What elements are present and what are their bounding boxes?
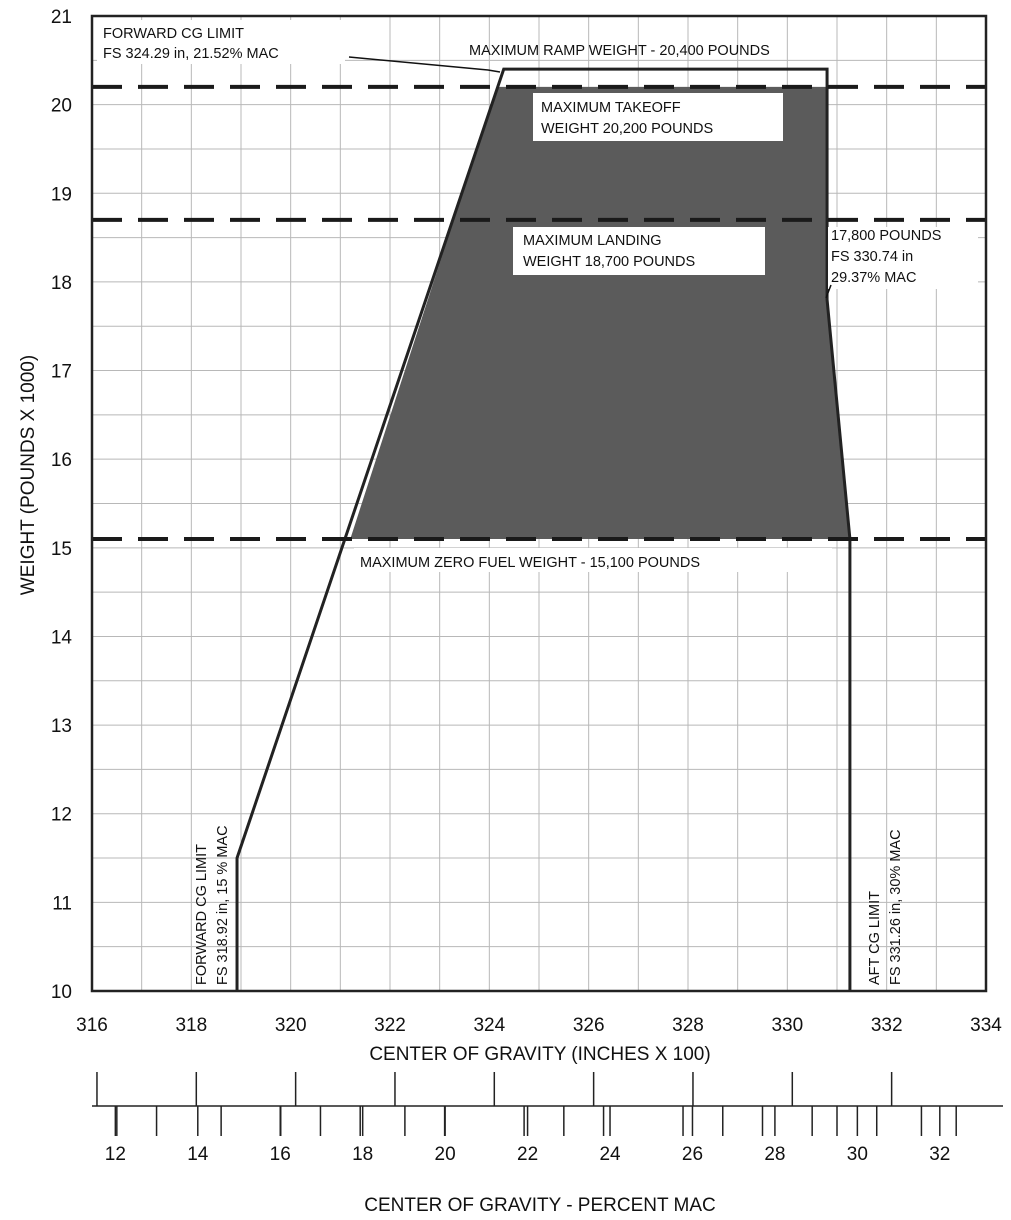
fwd-cg-top-leader xyxy=(348,56,501,73)
mac-tick-label: 18 xyxy=(352,1144,373,1165)
mac-tick-label: 32 xyxy=(929,1144,950,1165)
y-tick-label: 11 xyxy=(52,893,72,914)
landing-label-line2: WEIGHT 18,700 POUNDS xyxy=(523,254,695,270)
x-tick-label: 328 xyxy=(672,1015,704,1036)
break-point-label-line1: 17,800 POUNDS xyxy=(831,228,941,244)
x-tick-label: 334 xyxy=(970,1015,1002,1036)
y-tick-label: 17 xyxy=(51,362,72,383)
takeoff-label-box xyxy=(533,93,783,141)
y-tick-label: 15 xyxy=(51,539,72,560)
y-tick-label: 21 xyxy=(51,7,72,28)
x-tick-label: 332 xyxy=(871,1015,903,1036)
ramp-weight-label: MAXIMUM RAMP WEIGHT - 20,400 POUNDS xyxy=(469,43,770,59)
annotations: FORWARD CG LIMIT FS 324.29 in, 21.52% MA… xyxy=(97,20,978,985)
x-tick-labels: 316 318 320 322 324 326 328 330 332 334 xyxy=(76,1015,1002,1036)
shaded-region xyxy=(350,86,850,539)
y-tick-label: 13 xyxy=(51,716,72,737)
x-tick-label: 320 xyxy=(275,1015,307,1036)
y-tick-label: 12 xyxy=(51,805,72,826)
y-tick-label: 14 xyxy=(51,627,73,648)
shaded-area-polygon xyxy=(350,86,850,539)
plot-frame xyxy=(90,14,988,993)
x-tick-label: 330 xyxy=(771,1015,803,1036)
fwd-cg-bottom-label-line1: FORWARD CG LIMIT xyxy=(194,844,210,985)
landing-label-box xyxy=(513,227,765,275)
x-tick-label: 326 xyxy=(573,1015,605,1036)
mac-tick-label: 24 xyxy=(599,1144,621,1165)
fwd-cg-top-label-line1: FORWARD CG LIMIT xyxy=(103,26,244,42)
mac-tick-label: 28 xyxy=(764,1144,785,1165)
y-tick-label: 20 xyxy=(51,96,72,117)
y-tick-label: 19 xyxy=(51,184,72,205)
y-tick-labels: 10 11 12 13 14 15 16 17 18 19 20 21 xyxy=(51,7,73,1003)
y-axis-title: WEIGHT (POUNDS X 1000) xyxy=(18,355,39,595)
y-tick-label: 18 xyxy=(51,273,72,294)
zero-fuel-label-box xyxy=(354,548,832,572)
mac-tick-label: 22 xyxy=(517,1144,538,1165)
fwd-cg-top-label-line2: FS 324.29 in, 21.52% MAC xyxy=(103,46,279,62)
break-point-label-box xyxy=(828,227,978,289)
x-tick-label: 324 xyxy=(473,1015,505,1036)
x-tick-label: 318 xyxy=(175,1015,207,1036)
weight-limit-lines xyxy=(92,84,986,541)
fwd-cg-bottom-label-line2: FS 318.92 in, 15 % MAC xyxy=(215,825,231,985)
mac-tick-label: 12 xyxy=(105,1144,126,1165)
mac-tick-label: 26 xyxy=(682,1144,703,1165)
mac-scale: 12 14 16 18 20 22 24 26 28 30 32 xyxy=(92,1072,1003,1165)
mac-tick-label: 16 xyxy=(270,1144,291,1165)
landing-label-line1: MAXIMUM LANDING xyxy=(523,233,662,249)
takeoff-label-line2: WEIGHT 20,200 POUNDS xyxy=(541,121,713,137)
fwd-cg-top-label-box xyxy=(97,20,345,64)
aft-cg-label-line1: AFT CG LIMIT xyxy=(867,891,883,985)
mac-tick-label: 30 xyxy=(847,1144,868,1165)
break-point-leader xyxy=(825,284,832,299)
y-tick-label: 10 xyxy=(51,982,72,1003)
takeoff-label-line1: MAXIMUM TAKEOFF xyxy=(541,100,681,116)
x-tick-label: 316 xyxy=(76,1015,108,1036)
y-tick-label: 16 xyxy=(51,450,72,471)
x-axis-title: CENTER OF GRAVITY (INCHES X 100) xyxy=(369,1044,710,1065)
zero-fuel-label: MAXIMUM ZERO FUEL WEIGHT - 15,100 POUNDS xyxy=(360,555,700,571)
mac-tick-label: 14 xyxy=(187,1144,209,1165)
mac-tick-label: 20 xyxy=(435,1144,456,1165)
mac-axis-title: CENTER OF GRAVITY - PERCENT MAC xyxy=(364,1195,716,1216)
aft-cg-label-line2: FS 331.26 in, 30% MAC xyxy=(888,829,904,985)
break-point-label-line3: 29.37% MAC xyxy=(831,270,916,286)
x-tick-label: 322 xyxy=(374,1015,406,1036)
break-point-label-line2: FS 330.74 in xyxy=(831,249,913,265)
